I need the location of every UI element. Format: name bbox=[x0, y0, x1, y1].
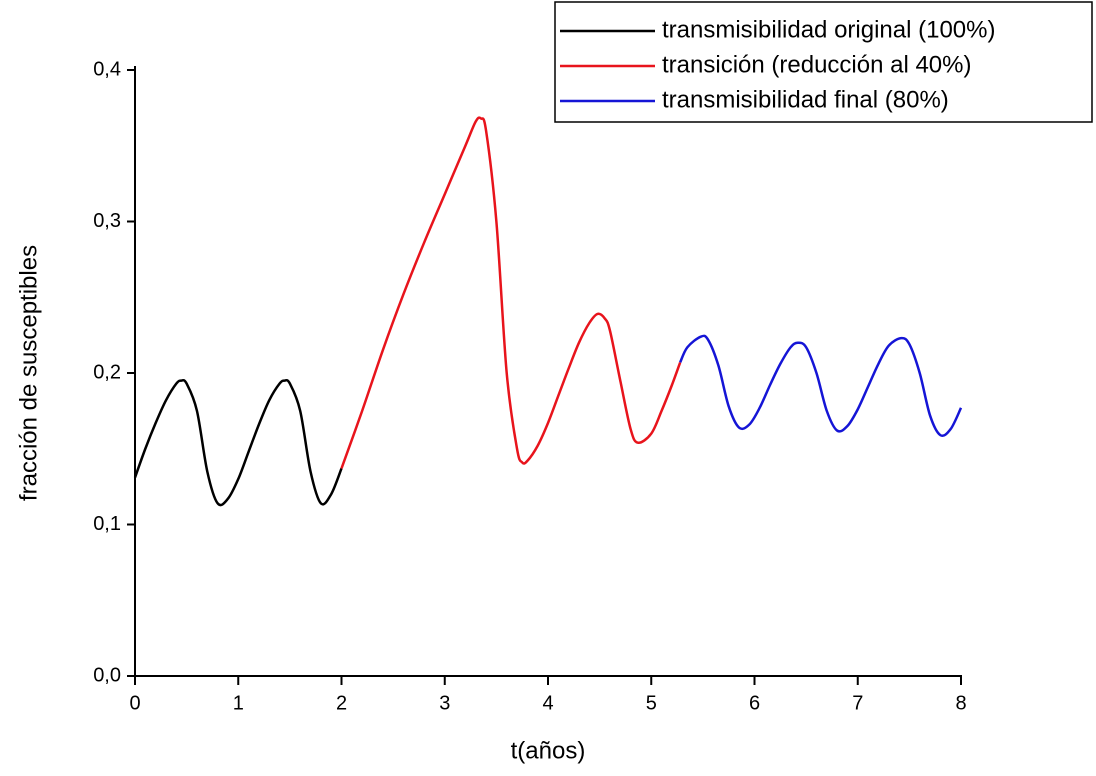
data-line bbox=[133, 378, 343, 507]
x-axis-title: t(años) bbox=[511, 737, 586, 764]
x-tick-label: 7 bbox=[852, 692, 863, 714]
x-tick-label: 2 bbox=[336, 692, 347, 714]
data-line bbox=[340, 116, 682, 469]
y-tick-label: 0,4 bbox=[93, 58, 121, 80]
legend-label: transición (reducción al 40%) bbox=[662, 51, 971, 78]
data-line bbox=[679, 334, 963, 438]
legend-label: transmisibilidad final (80%) bbox=[662, 86, 949, 113]
y-tick-label: 0,3 bbox=[93, 210, 121, 232]
y-tick-label: 0,2 bbox=[93, 361, 121, 383]
x-tick-label: 8 bbox=[955, 692, 966, 714]
y-tick-label: 0,0 bbox=[93, 664, 121, 686]
legend-box bbox=[554, 1, 1093, 123]
x-tick-label: 4 bbox=[542, 692, 553, 714]
y-tick-label: 0,1 bbox=[93, 513, 121, 535]
legend-label: transmisibilidad original (100%) bbox=[662, 16, 995, 43]
x-tick-label: 1 bbox=[233, 692, 244, 714]
x-tick-label: 3 bbox=[439, 692, 450, 714]
x-tick-label: 6 bbox=[749, 692, 760, 714]
y-axis-title: fracción de susceptibles bbox=[15, 245, 42, 501]
x-tick-label: 5 bbox=[646, 692, 657, 714]
x-tick-label: 0 bbox=[129, 692, 140, 714]
